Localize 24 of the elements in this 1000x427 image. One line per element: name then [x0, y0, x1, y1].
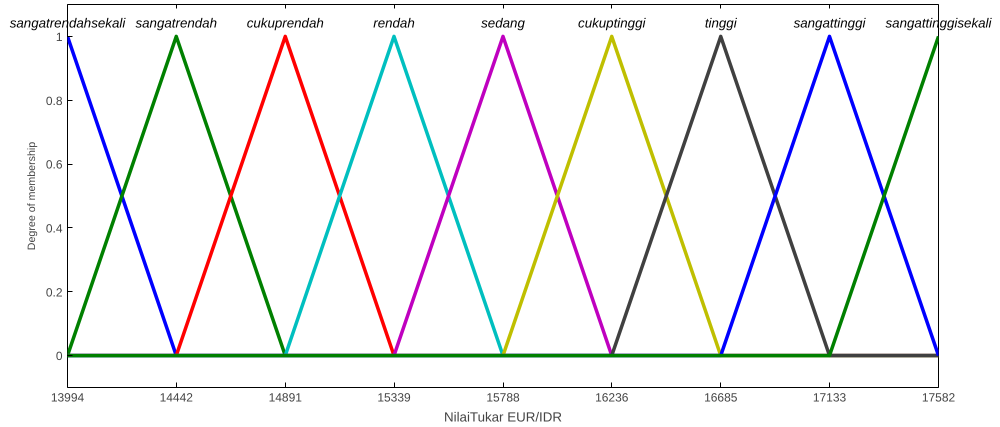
- x-axis-title: NilaiTukar EUR/IDR: [444, 410, 562, 424]
- series-label: cukuprendah: [246, 16, 324, 30]
- x-tick-label: 15788: [486, 390, 520, 404]
- y-tick-label: 1: [56, 30, 63, 44]
- y-tick-label: 0.4: [46, 221, 63, 236]
- series-label: sangattinggi: [794, 16, 866, 30]
- y-tick-label: 0.2: [46, 285, 63, 300]
- series-label: tinggi: [704, 16, 738, 30]
- x-tick-label: 17582: [922, 390, 956, 404]
- y-axis-title: Degree of membership: [26, 142, 38, 250]
- y-tick-label: 0: [56, 349, 63, 364]
- x-tick-label: 15339: [377, 390, 412, 404]
- y-tick-label: 0.8: [46, 94, 63, 108]
- series-label: cukuptinggi: [578, 16, 647, 30]
- series-label: sangatrendah: [135, 16, 218, 30]
- x-tick-label: 16685: [704, 390, 738, 404]
- x-tick-label: 17133: [812, 390, 847, 404]
- series-label: sedang: [481, 16, 526, 30]
- x-tick-label: 13994: [50, 390, 85, 404]
- x-tick-label: 16236: [595, 390, 629, 404]
- x-tick-label: 14442: [160, 390, 194, 404]
- x-tick-label: 14891: [268, 390, 302, 404]
- y-tick-label: 0.6: [46, 158, 63, 172]
- series-label: rendah: [373, 16, 415, 30]
